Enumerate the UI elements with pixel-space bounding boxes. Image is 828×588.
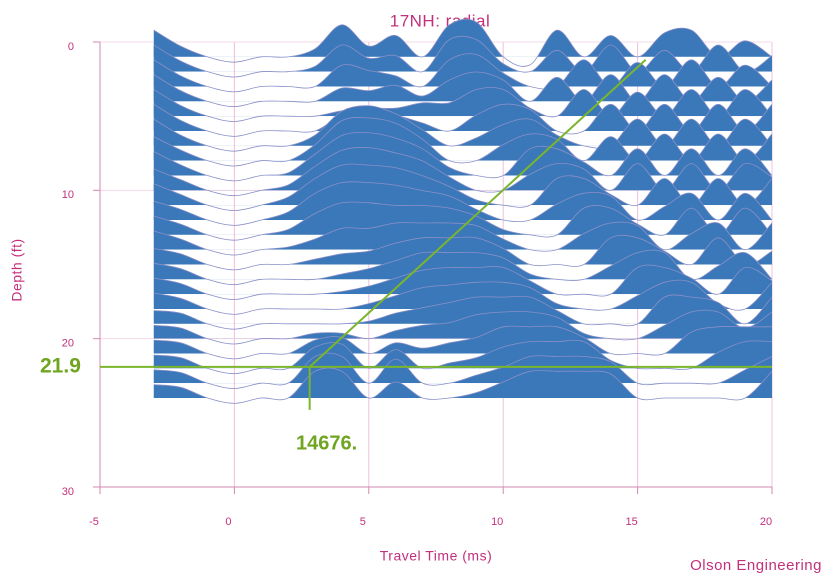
y-tick-label: 20 [62,338,74,350]
x-tick-label: 0 [225,516,231,528]
x-tick-label: 20 [760,516,772,528]
trace-fill [153,181,772,220]
trace-line [153,181,773,226]
trace-fill [153,280,772,309]
x-tick-label: 10 [491,516,503,528]
trace-line [153,132,773,182]
trace-line [153,352,773,389]
trace-line [153,18,773,67]
pick-line [308,59,647,368]
trace-line [153,163,773,211]
trace-fill [153,53,772,87]
x-axis-label: Travel Time (ms) [380,548,492,564]
y-tick-label: 0 [68,41,74,53]
trace-line [153,234,773,271]
trace-line [153,367,773,404]
trace-fill [153,326,772,354]
trace-line [153,309,773,345]
credit: Olson Engineering [690,557,822,574]
trace-fill [153,250,772,280]
trace-fill [153,353,772,384]
trace-fill [153,132,772,176]
trace-line [153,279,773,315]
trace-fill [153,147,772,191]
y-tick-label: 10 [62,189,74,201]
trace-line [153,71,773,108]
trace-line [153,35,773,78]
trace-fill [153,104,772,131]
x-tick-label: -5 [89,516,99,528]
trace-line [153,249,773,286]
trace-fill [153,265,772,295]
trace-line [153,201,773,241]
x-tick-label: 5 [360,516,366,528]
y-tick-label: 30 [62,486,74,498]
y-axis-label: Depth (ft) [9,238,25,301]
trace-line [153,325,772,360]
depth-label: 21.9 [40,354,81,377]
trace-fill [153,310,772,339]
trace-line [153,117,773,167]
trace-line [153,264,773,300]
trace-line [153,339,773,375]
trace-fill [153,164,772,206]
trace-fill [153,367,772,398]
x-tick-label: 15 [625,516,637,528]
trace-line [153,294,773,330]
trace-fill [153,294,772,324]
trace-fill [153,87,772,117]
velocity-label: 14676. [296,432,357,454]
trace-fill [153,36,772,72]
trace-line [153,221,773,256]
trace-line [153,103,773,137]
trace-fill [153,235,772,265]
trace-fill [153,340,772,369]
